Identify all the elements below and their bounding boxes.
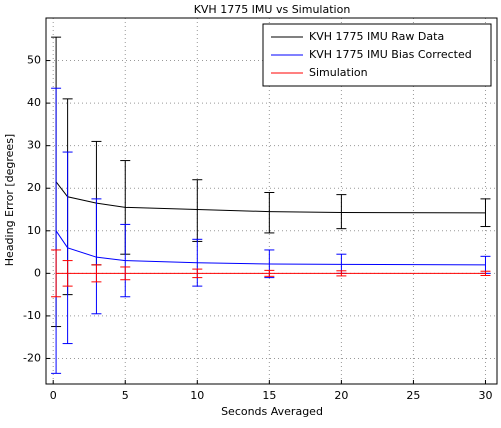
series-line: [55, 181, 486, 214]
legend-label: KVH 1775 IMU Raw Data: [309, 30, 444, 43]
x-tick-label: 25: [406, 389, 420, 402]
y-tick-label: -20: [23, 351, 41, 364]
y-axis-label: Heading Error [degrees]: [3, 134, 16, 266]
error-bar: [51, 87, 62, 374]
x-tick-label: 20: [334, 389, 348, 402]
error-bar: [336, 194, 347, 230]
error-bar: [62, 151, 73, 345]
error-bar: [51, 249, 62, 298]
y-tick-label: -10: [23, 309, 41, 322]
error-bar: [120, 266, 131, 281]
y-tick-label: 20: [27, 181, 41, 194]
error-bar: [91, 198, 102, 315]
error-bar: [192, 238, 203, 287]
legend-label: KVH 1775 IMU Bias Corrected: [309, 48, 472, 61]
x-tick-label: 10: [190, 389, 204, 402]
error-bar: [480, 198, 491, 228]
y-tick-label: 30: [27, 139, 41, 152]
legend-label: Simulation: [309, 66, 368, 79]
x-axis-label: Seconds Averaged: [221, 405, 323, 418]
y-tick-label: 10: [27, 224, 41, 237]
plot-frame: [45, 17, 498, 385]
error-bar: [264, 191, 275, 234]
x-tick-label: 15: [262, 389, 276, 402]
error-bar: [62, 260, 73, 287]
x-tick-label: 5: [122, 389, 129, 402]
error-bar: [480, 270, 491, 276]
error-bar: [264, 269, 275, 277]
x-tick-label: 30: [478, 389, 492, 402]
chart-title: KVH 1775 IMU vs Simulation: [194, 3, 351, 16]
y-tick-label: 0: [34, 266, 41, 279]
x-tick-label: 0: [50, 389, 57, 402]
error-bar: [192, 268, 203, 279]
error-bar: [336, 270, 347, 277]
error-bar: [91, 264, 102, 283]
series-line: [55, 230, 486, 266]
y-tick-label: 40: [27, 96, 41, 109]
error-bar: [120, 223, 131, 298]
y-tick-label: 50: [27, 54, 41, 67]
